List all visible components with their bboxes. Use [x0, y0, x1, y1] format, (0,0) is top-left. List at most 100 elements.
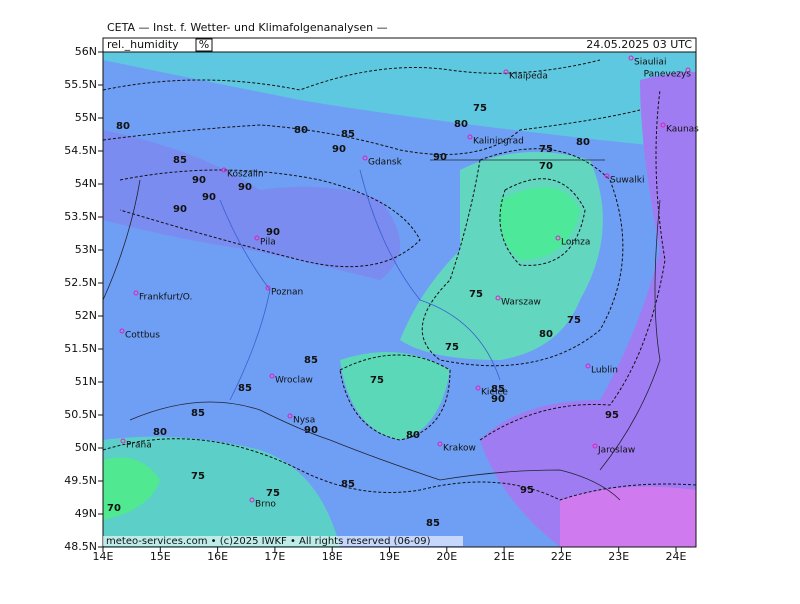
contour-label: 85: [341, 479, 355, 490]
city-label: Jaroslaw: [597, 446, 635, 456]
city-marker: [119, 328, 125, 334]
city-marker: [604, 173, 610, 179]
city-marker: [628, 55, 634, 61]
field-purple: [480, 71, 696, 547]
lon-label: 18E: [322, 550, 343, 563]
lat-label: 48.5N: [64, 540, 97, 553]
map-frame: [102, 51, 697, 548]
contour-label: 80: [576, 137, 590, 148]
lon-label: 22E: [551, 550, 572, 563]
contour: [499, 178, 586, 266]
city-label: Lublin: [591, 366, 618, 376]
city-label: Kielce: [481, 388, 508, 398]
contour-label: 90: [491, 394, 505, 405]
city-label: Gdansk: [368, 158, 403, 168]
contour-label: 70: [107, 503, 121, 514]
lat-label: 50.5N: [64, 408, 97, 421]
city-marker: [467, 134, 473, 140]
city-marker: [254, 235, 260, 241]
city-label: Panevezys: [644, 70, 692, 80]
city-label: Nysa: [293, 416, 315, 426]
contour-label: 80: [116, 121, 130, 132]
contour-label: 80: [454, 119, 468, 130]
lat-label: 54N: [75, 177, 97, 190]
contour: [479, 89, 666, 441]
city-label: Pila: [260, 238, 276, 248]
contour-label: 85: [238, 383, 252, 394]
footer: meteo-services.com • (c)2025 IWKF • All …: [106, 536, 431, 547]
city-label: Cottbus: [125, 331, 160, 341]
contour-label: 75: [191, 471, 205, 482]
city-marker: [362, 155, 368, 161]
lat-label: 51N: [75, 375, 97, 388]
contour-label: 90: [304, 425, 318, 436]
title: CETA — Inst. f. Wetter- und Klimafolgena…: [107, 21, 388, 34]
city-label: Brno: [255, 500, 276, 510]
field-lavender: [103, 130, 400, 280]
contour-label: 95: [520, 485, 534, 496]
contour-label: 85: [191, 408, 205, 419]
lat-label: 56N: [75, 45, 97, 58]
lon-label: 16E: [207, 550, 228, 563]
map-field: [103, 52, 696, 547]
contour-label: 80: [294, 125, 308, 136]
contour-label: 70: [539, 161, 553, 172]
city-marker: [475, 385, 481, 391]
contour-label: 90: [173, 204, 187, 215]
city-label: Warszaw: [501, 298, 541, 308]
lat-label: 52N: [75, 309, 97, 322]
contour-label: 90: [192, 175, 206, 186]
contour: [339, 354, 451, 441]
city-marker: [437, 441, 443, 447]
variable: rel._humidity: [107, 38, 179, 51]
contour-label: 80: [406, 430, 420, 441]
lat-label: 50N: [75, 441, 97, 454]
city-label: Praha: [126, 441, 152, 451]
lat-label: 49N: [75, 507, 97, 520]
contour: [103, 438, 696, 501]
contour: [119, 169, 421, 268]
lat-label: 55.5N: [64, 78, 97, 91]
contour-label: 90: [238, 182, 252, 193]
field-teal3: [340, 352, 450, 440]
contour-label: 75: [469, 289, 483, 300]
city-marker: [660, 122, 666, 128]
city-marker: [265, 285, 271, 291]
contour-label: 90: [266, 227, 280, 238]
contour-label: 85: [173, 155, 187, 166]
city-marker: [495, 295, 501, 301]
border: [103, 159, 661, 501]
contour-label: 75: [266, 488, 280, 499]
city-label: Koszalin: [227, 170, 264, 180]
city-marker: [585, 363, 591, 369]
datetime: 24.05.2025 03 UTC: [586, 38, 692, 51]
contour-label: 85: [491, 384, 505, 395]
city-marker: [269, 373, 275, 379]
lon-label: 17E: [264, 550, 285, 563]
field-green2: [103, 457, 160, 520]
lon-label: 23E: [608, 550, 629, 563]
lon-label: 14E: [93, 550, 114, 563]
lat-label: 54.5N: [64, 144, 97, 157]
contour: [103, 109, 641, 155]
lat-label: 53.5N: [64, 210, 97, 223]
contour-label: 80: [539, 329, 553, 340]
lat-label: 55N: [75, 111, 97, 124]
lat-label: 53N: [75, 243, 97, 256]
contour-label: 80: [153, 427, 167, 438]
contour-label: 75: [567, 315, 581, 326]
city-marker: [592, 443, 598, 449]
lon-label: 21E: [494, 550, 515, 563]
contour-label: 85: [304, 355, 318, 366]
lon-label: 19E: [379, 550, 400, 563]
unit-box: [195, 38, 213, 52]
contour: [421, 148, 624, 367]
city-marker: [503, 69, 509, 75]
contour-label: 75: [539, 144, 553, 155]
city-marker: [133, 290, 139, 296]
city-marker: [287, 413, 293, 419]
lat-label: 49.5N: [64, 474, 97, 487]
field-teal4: [103, 436, 340, 547]
city-label: Klaipeda: [509, 72, 548, 82]
